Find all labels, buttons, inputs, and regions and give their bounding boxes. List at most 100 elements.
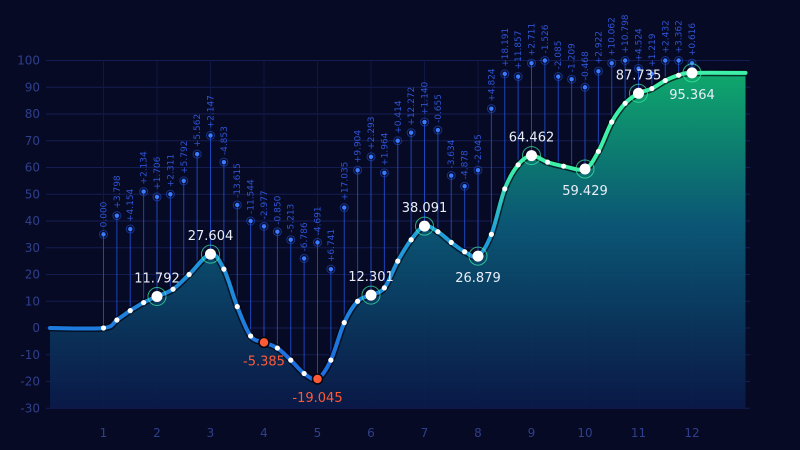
spike-label: +3.798 — [113, 175, 123, 209]
x-tick-label: 6 — [367, 426, 375, 440]
negative-marker — [311, 373, 324, 385]
y-tick-label: 0 — [32, 321, 40, 335]
spike-label: +2.134 — [140, 151, 150, 185]
spike-label: -5.213 — [287, 204, 297, 233]
data-point — [141, 299, 147, 306]
spike-ring — [125, 224, 135, 234]
spike-dot — [569, 77, 574, 82]
data-point — [561, 163, 567, 169]
spike-ring — [366, 152, 376, 162]
spike-dot — [235, 202, 240, 208]
spike-dot — [489, 106, 494, 111]
y-tick-label: 80 — [25, 107, 40, 121]
peak-marker — [526, 150, 537, 162]
y-tick-label: 20 — [25, 268, 40, 282]
spike-ring — [567, 74, 577, 84]
spike-label: +2.432 — [661, 20, 671, 53]
spike-label: +1.140 — [421, 81, 431, 115]
data-point — [609, 119, 615, 125]
spike-dot — [261, 224, 267, 229]
spike-dot — [154, 194, 160, 200]
data-point — [408, 237, 414, 243]
spike-ring — [165, 189, 175, 199]
spike-ring — [527, 58, 536, 68]
spike-dot — [689, 60, 695, 66]
spike-dot — [676, 58, 681, 63]
marker-layer — [100, 63, 702, 385]
spike-dot — [663, 58, 668, 63]
spike-ring — [393, 136, 403, 146]
spike-label: +0.616 — [688, 23, 698, 57]
spike-label: +11.857 — [514, 31, 524, 70]
spike-label: +4.824 — [487, 68, 497, 102]
data-point — [435, 229, 441, 235]
data-point — [381, 285, 387, 291]
spike-label: -2.045 — [474, 134, 484, 163]
data-point — [248, 333, 254, 339]
y-tick-label: -20 — [20, 375, 40, 389]
spike-label: +6.741 — [327, 229, 337, 262]
spike-label: +1.964 — [380, 132, 390, 166]
data-point — [127, 308, 133, 314]
spike-layer: 0.000+3.798 +4.154 +2.134 +1.706 +2.311 +5.79… — [99, 14, 698, 379]
spike-dot — [475, 167, 481, 173]
spike-ring — [593, 66, 603, 76]
spike-dot — [194, 151, 200, 157]
peak-marker — [686, 67, 698, 79]
spike-label: -6.786 — [300, 222, 310, 251]
spike-label: +2.922 — [594, 31, 604, 64]
spike-dot — [408, 130, 414, 135]
data-point — [355, 298, 361, 304]
peak-value-label: 38.091 — [402, 201, 448, 216]
data-point — [100, 325, 107, 331]
data-point — [649, 85, 655, 92]
spike-label: +12.272 — [407, 87, 417, 126]
spike-ring — [206, 130, 215, 140]
data-point — [676, 72, 682, 78]
spike-ring — [420, 117, 429, 127]
data-point — [448, 239, 454, 245]
x-tick-label: 1 — [100, 426, 108, 440]
spike-label: +18.191 — [501, 28, 511, 67]
peak-value-label: 26.879 — [455, 271, 501, 286]
spike-dot — [382, 170, 387, 176]
spike-dot — [368, 154, 374, 159]
peak-ring — [682, 63, 702, 83]
spike-ring — [460, 181, 470, 191]
spike-dot — [208, 133, 213, 138]
peak-ring — [361, 285, 381, 305]
peak-value-label: 11.792 — [134, 271, 180, 286]
peak-marker — [365, 289, 377, 301]
peak-value-label: 27.604 — [188, 229, 234, 244]
spike-dot — [248, 218, 253, 224]
spike-ring — [152, 192, 162, 202]
data-point — [170, 286, 176, 292]
spike-ring — [486, 104, 496, 114]
data-point — [328, 357, 334, 363]
spike-label: 0.000 — [100, 201, 110, 227]
spike-label: -4.691 — [314, 206, 324, 235]
spike-ring — [219, 157, 229, 167]
negative-value-label: -5.385 — [243, 354, 285, 369]
spike-label: +2.711 — [528, 23, 538, 56]
y-tick-label: 30 — [25, 241, 40, 255]
data-point — [462, 249, 468, 255]
area-layer — [50, 72, 746, 409]
data-point — [488, 231, 494, 237]
spike-ring — [232, 200, 242, 210]
spike-ring — [353, 165, 363, 175]
spike-ring — [326, 264, 336, 274]
peak-value-label: 95.364 — [669, 88, 715, 103]
spike-dot — [582, 85, 588, 90]
x-tick-label: 10 — [577, 426, 592, 440]
y-tick-label: -30 — [20, 401, 40, 415]
spike-ring — [99, 229, 108, 239]
spike-ring — [513, 72, 523, 82]
spike-label: +5.562 — [193, 114, 203, 147]
spike-ring — [339, 203, 349, 213]
spike-dot — [622, 58, 628, 63]
spike-dot — [462, 184, 467, 189]
data-point — [595, 148, 601, 155]
spike-ring — [272, 227, 282, 237]
